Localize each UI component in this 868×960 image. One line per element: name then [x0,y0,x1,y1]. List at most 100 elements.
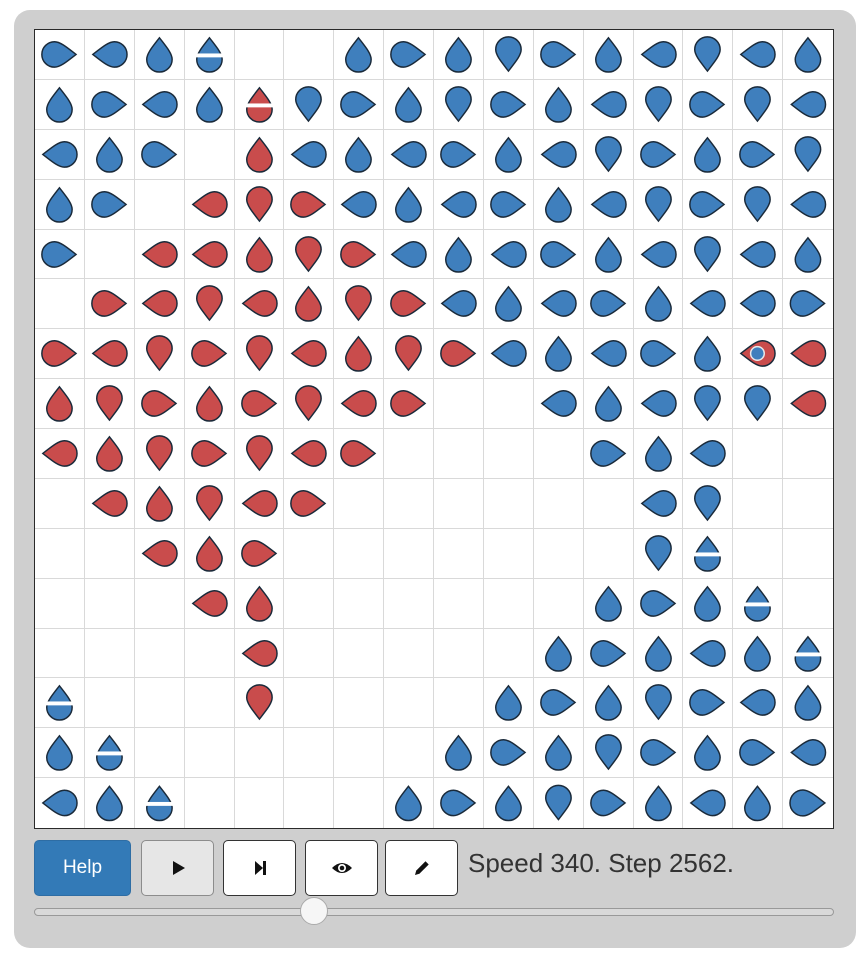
grid-cell[interactable] [434,329,484,380]
grid-cell[interactable] [35,329,85,380]
grid-cell[interactable] [533,79,584,130]
grid-cell[interactable] [633,429,684,479]
grid-cell[interactable] [84,79,135,130]
grid-cell[interactable] [733,229,784,280]
grid-cell[interactable] [184,30,235,80]
grid-cell[interactable] [783,379,833,429]
grid-cell[interactable] [483,229,534,280]
grid-cell[interactable] [134,179,185,230]
grid-cell[interactable] [583,279,634,330]
grid-cell[interactable] [633,279,684,330]
grid-cell[interactable] [184,478,235,529]
grid-cell[interactable] [683,129,734,180]
grid-cell[interactable] [35,379,85,429]
grid-cell[interactable] [633,578,684,629]
grid-cell[interactable] [84,179,135,230]
grid-cell[interactable] [134,429,185,479]
grid-cell[interactable] [384,628,434,679]
grid-cell[interactable] [134,478,185,529]
grid-cell[interactable] [35,429,85,479]
grid-cell[interactable] [733,129,784,180]
grid-cell[interactable] [483,129,534,180]
grid-cell[interactable] [35,778,85,828]
grid-cell[interactable] [533,179,584,230]
grid-cell[interactable] [683,678,734,729]
grid-cell[interactable] [234,229,285,280]
grid-cell[interactable] [783,329,833,380]
grid-cell[interactable] [84,279,135,330]
grid-cell[interactable] [384,279,434,330]
play-button[interactable] [141,840,214,896]
grid-cell[interactable] [284,429,335,479]
grid-cell[interactable] [234,728,285,779]
grid-cell[interactable] [733,728,784,779]
grid-cell[interactable] [84,329,135,380]
grid-cell[interactable] [184,129,235,180]
grid-cell[interactable] [583,179,634,230]
grid-cell[interactable] [783,678,833,729]
help-button[interactable]: Help [34,840,131,896]
grid-cell[interactable] [85,778,135,828]
grid-cell[interactable] [84,379,135,429]
grid-cell[interactable] [234,578,285,629]
grid-cell[interactable] [633,229,684,280]
grid-cell[interactable] [334,578,385,629]
grid-cell[interactable] [683,379,734,429]
grid-cell[interactable] [483,628,534,679]
grid-cell[interactable] [434,678,484,729]
grid-cell[interactable] [134,30,185,80]
grid-cell[interactable] [184,528,235,579]
grid-cell[interactable] [234,429,285,479]
grid-cell[interactable] [284,628,335,679]
grid-cell[interactable] [583,528,634,579]
grid-cell[interactable] [733,279,784,330]
grid-cell[interactable] [134,728,185,779]
grid-cell[interactable] [483,329,534,380]
grid-cell[interactable] [135,778,185,828]
grid-cell[interactable] [134,628,185,679]
grid-cell[interactable] [483,578,534,629]
grid-cell[interactable] [633,129,684,180]
grid-cell[interactable] [783,279,833,330]
grid-cell[interactable] [783,629,833,679]
grid-cell[interactable] [483,179,534,230]
grid-cell[interactable] [184,678,235,729]
grid-cell[interactable] [284,379,335,429]
grid-cell[interactable] [583,578,634,629]
grid-cell[interactable] [434,30,484,80]
grid-cell[interactable] [583,329,634,380]
grid-cell[interactable] [783,778,833,828]
grid-cell[interactable] [583,429,634,479]
grid-cell[interactable] [683,279,734,330]
grid-cell[interactable] [633,329,684,380]
grid-cell[interactable] [434,379,484,429]
grid-cell[interactable] [783,30,833,80]
grid-cell[interactable] [35,478,85,529]
grid-cell[interactable] [683,578,734,629]
grid-cell[interactable] [533,528,584,579]
grid-cell[interactable] [633,478,684,529]
grid-cell[interactable] [134,678,185,729]
grid-cell[interactable] [35,30,85,80]
grid-cell[interactable] [583,478,634,529]
grid-cell[interactable] [483,279,534,330]
grid-cell[interactable] [134,329,185,380]
grid-cell[interactable] [334,678,385,729]
grid-cell[interactable] [483,429,534,479]
grid-cell[interactable] [733,528,784,579]
grid-cell[interactable] [533,30,584,80]
grid-cell[interactable] [533,578,584,629]
grid-cell[interactable] [84,429,135,479]
grid-cell[interactable] [334,628,385,679]
grid-cell[interactable] [284,179,335,230]
grid-cell[interactable] [533,429,584,479]
grid-cell[interactable] [284,678,335,729]
grid-cell[interactable] [683,30,734,80]
grid-cell[interactable] [583,129,634,180]
grid-cell[interactable] [384,778,434,828]
grid-cell[interactable] [35,279,85,330]
grid-cell[interactable] [234,528,285,579]
grid-cell[interactable] [35,229,85,280]
grid-cell[interactable] [783,479,833,529]
grid-cell[interactable] [334,229,385,280]
